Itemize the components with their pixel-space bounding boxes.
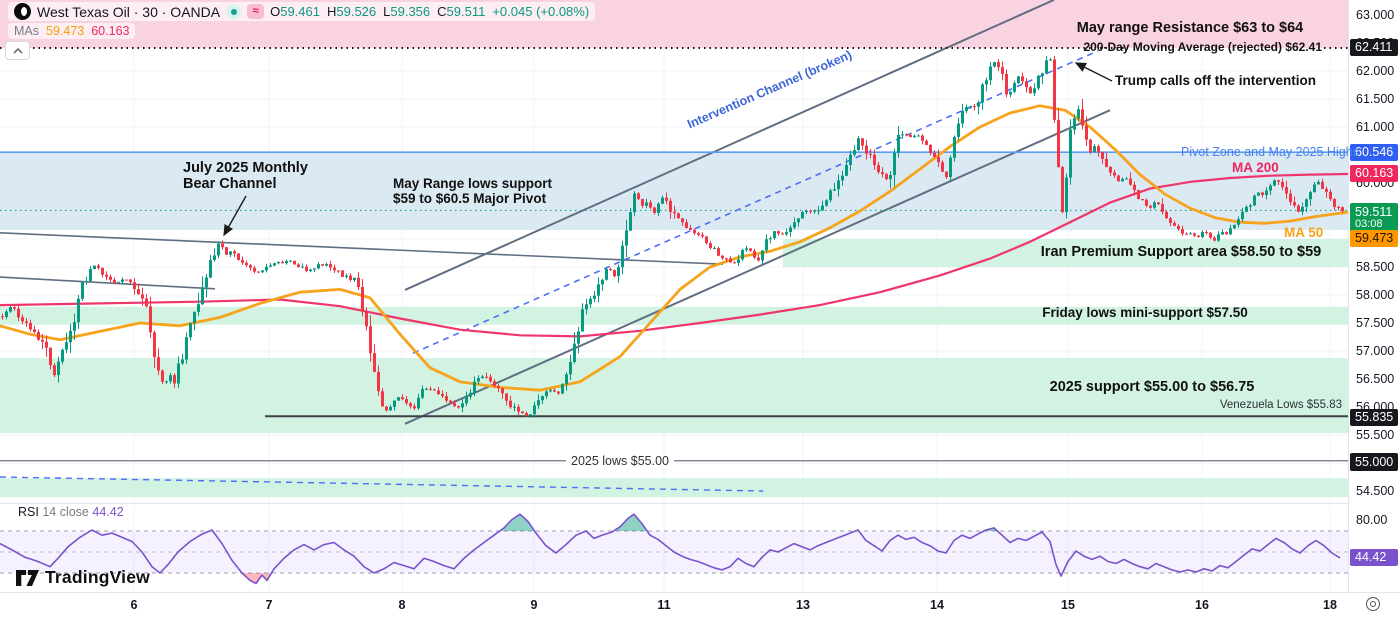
price-badge-55.000: 55.000 bbox=[1350, 453, 1398, 471]
time-tick-11: 11 bbox=[657, 598, 671, 612]
market-status-dot-icon[interactable] bbox=[226, 4, 242, 19]
symbol-title: West Texas Oil · 30 · OANDA bbox=[37, 3, 221, 20]
price-scale[interactable]: 63.00062.50062.00061.50061.00060.50060.0… bbox=[1349, 0, 1400, 592]
rsi-value: 44.42 bbox=[92, 505, 124, 519]
rsi-line[interactable] bbox=[0, 513, 1341, 585]
price-badge-59.473: 59.473 bbox=[1350, 229, 1398, 247]
july-bear-arrow bbox=[223, 195, 247, 237]
price-tick: 80.00 bbox=[1356, 513, 1388, 527]
change-value: +0.045 (+0.08%) bbox=[492, 4, 590, 19]
time-axis-divider bbox=[0, 592, 1400, 593]
trendline-bear-channel-top[interactable] bbox=[0, 232, 724, 265]
zone-friday-lows-57.5 bbox=[0, 306, 1348, 325]
open-value: 59.461 bbox=[280, 4, 320, 19]
price-tick: 61.000 bbox=[1356, 120, 1395, 134]
price-badge-55.835: 55.835 bbox=[1350, 408, 1398, 426]
ma50-value: 59.473 bbox=[46, 24, 85, 38]
tradingview-logo-icon bbox=[16, 569, 39, 586]
time-tick-16: 16 bbox=[1195, 598, 1209, 612]
price-badge-60.546: 60.546 bbox=[1350, 143, 1398, 161]
symbol-row[interactable]: West Texas Oil · 30 · OANDA ≈ O59.461 H5… bbox=[8, 2, 596, 21]
time-tick-13: 13 bbox=[796, 598, 810, 612]
candles bbox=[1, 55, 1344, 418]
trendline-bear-channel-bottom[interactable] bbox=[0, 276, 216, 290]
rsi-pane-divider[interactable] bbox=[0, 503, 1400, 504]
price-tick: 54.500 bbox=[1356, 484, 1395, 498]
close-value: 59.511 bbox=[446, 4, 486, 19]
zone-iran-premium-58.5-59 bbox=[783, 239, 1348, 267]
time-tick-18: 18 bbox=[1323, 598, 1337, 612]
time-tick-7: 7 bbox=[265, 598, 273, 612]
zone-low-band-54.5 bbox=[0, 478, 1348, 498]
price-tick: 62.000 bbox=[1356, 64, 1395, 78]
rsi-name: RSI bbox=[18, 505, 39, 519]
price-tick: 61.500 bbox=[1356, 92, 1395, 106]
price-tick: 57.000 bbox=[1356, 344, 1395, 358]
mas-row[interactable]: MAs 59.473 60.163 bbox=[8, 23, 136, 39]
chart-canvas[interactable] bbox=[0, 0, 1348, 592]
price-badge-60.163: 60.163 bbox=[1350, 164, 1398, 182]
trendline-intervention-mid-dashed[interactable] bbox=[412, 50, 1099, 354]
ohlc-values: O59.461 H59.526 L59.356 C59.511 +0.045 (… bbox=[270, 4, 590, 19]
time-tick-8: 8 bbox=[398, 598, 406, 612]
trendline-intervention-lower[interactable] bbox=[404, 109, 1111, 425]
price-tick: 57.500 bbox=[1356, 316, 1395, 330]
mas-label: MAs bbox=[14, 24, 39, 38]
price-badge-44.42: 44.42 bbox=[1350, 548, 1398, 566]
price-tick: 63.000 bbox=[1356, 8, 1395, 22]
rsi-params: 14 close bbox=[42, 505, 89, 519]
trump-arrow bbox=[1074, 62, 1113, 82]
time-tick-15: 15 bbox=[1061, 598, 1075, 612]
tradingview-watermark[interactable]: TradingView bbox=[16, 567, 150, 588]
time-axis[interactable]: 6 7 8 9 11 13 14 15 16 18 bbox=[0, 593, 1400, 619]
time-tick-6: 6 bbox=[130, 598, 138, 612]
price-tick: 55.500 bbox=[1356, 428, 1395, 442]
zone-support-55-56.75 bbox=[0, 358, 1348, 434]
instrument-logo-icon bbox=[14, 3, 31, 20]
low-value: 59.356 bbox=[390, 4, 431, 19]
price-tick: 58.500 bbox=[1356, 260, 1395, 274]
price-scale-divider bbox=[1348, 0, 1349, 619]
chevron-up-icon bbox=[12, 47, 23, 54]
settings-icon[interactable] bbox=[1366, 597, 1380, 611]
price-badge-59.511: 59.511 03:08 bbox=[1350, 202, 1398, 232]
legend: West Texas Oil · 30 · OANDA ≈ O59.461 H5… bbox=[8, 2, 596, 39]
wave-indicator-icon[interactable]: ≈ bbox=[247, 4, 265, 19]
time-tick-14: 14 bbox=[930, 598, 944, 612]
ma200-value: 60.163 bbox=[91, 24, 130, 38]
ma200-line[interactable] bbox=[0, 172, 1348, 338]
price-tick: 56.500 bbox=[1356, 372, 1395, 386]
trendline-intervention-upper[interactable] bbox=[404, 0, 1055, 291]
collapse-pane-button[interactable] bbox=[5, 41, 30, 60]
rsi-legend[interactable]: RSI 14 close 44.42 bbox=[14, 505, 128, 519]
high-value: 59.526 bbox=[336, 4, 377, 19]
price-tick: 58.000 bbox=[1356, 288, 1395, 302]
watermark-text: TradingView bbox=[45, 567, 150, 587]
time-tick-9: 9 bbox=[530, 598, 538, 612]
price-badge-62.411: 62.411 bbox=[1350, 38, 1398, 56]
